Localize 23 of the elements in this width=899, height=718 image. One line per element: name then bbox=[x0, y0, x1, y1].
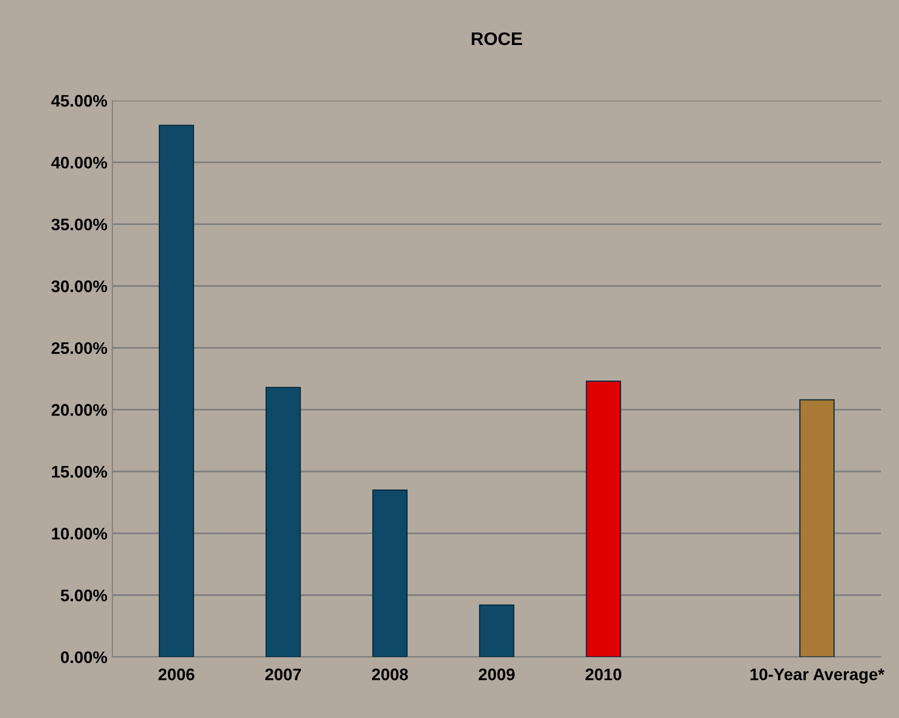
x-tick-label: 2008 bbox=[372, 668, 408, 680]
y-tick-label: 40.00% bbox=[51, 156, 108, 169]
y-tick-label: 20.00% bbox=[52, 404, 108, 416]
y-tick-label: 35.00% bbox=[51, 218, 108, 230]
x-tick-label: 10-Year Average* bbox=[750, 668, 884, 684]
bar bbox=[372, 489, 408, 657]
bar bbox=[586, 380, 622, 657]
y-tick-label: 10.00% bbox=[52, 528, 108, 540]
chart-title: ROCE bbox=[472, 32, 522, 46]
bar bbox=[479, 604, 514, 657]
x-tick-label: 2010 bbox=[585, 668, 622, 680]
bar bbox=[799, 399, 835, 657]
y-tick-label: 45.00% bbox=[51, 94, 108, 107]
y-tick-label: 15.00% bbox=[52, 466, 108, 478]
x-tick-label: 2006 bbox=[158, 668, 194, 680]
y-tick-label: 30.00% bbox=[51, 280, 108, 292]
y-tick-label: 25.00% bbox=[52, 342, 108, 354]
x-tick-label: 2009 bbox=[478, 668, 515, 680]
bar bbox=[266, 386, 301, 657]
bar bbox=[158, 124, 194, 657]
y-tick-label: 5.00% bbox=[60, 590, 108, 602]
x-tick-label: 2007 bbox=[265, 668, 301, 680]
y-tick-label: 0.00% bbox=[60, 651, 108, 664]
